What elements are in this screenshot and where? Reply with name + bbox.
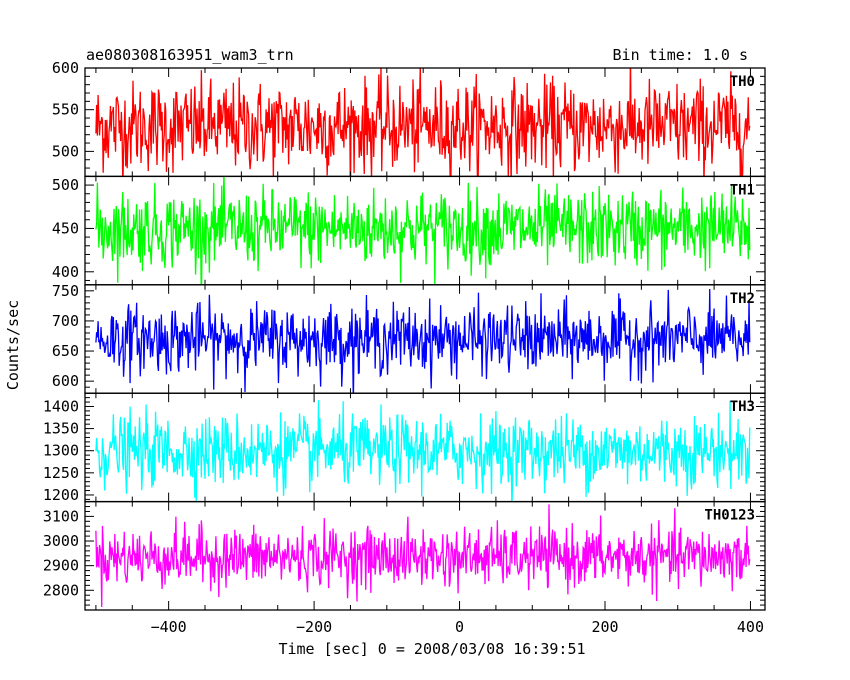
x-tick-label: 0 (455, 618, 464, 636)
y-tick-label: 2800 (43, 581, 79, 599)
y-tick-label: 1350 (43, 420, 79, 438)
y-tick-label: 400 (52, 263, 79, 281)
panel-label-th0123: TH0123 (704, 508, 755, 524)
x-tick-label: 200 (591, 618, 618, 636)
panel-th0: 500 550 600 TH0 (52, 59, 766, 178)
y-tick-label: 600 (52, 59, 79, 77)
panel-label-th3: TH3 (730, 399, 755, 415)
y-tick-label: 1400 (43, 397, 79, 415)
y-tick-label: 550 (52, 101, 79, 119)
series-line-th2 (95, 288, 751, 394)
y-tick-label: 2900 (43, 557, 79, 575)
series-line-th0 (95, 68, 751, 177)
x-tick-label: −200 (296, 618, 332, 636)
panels-group: 500 550 600 TH0 400 450 500 TH1 600 650 700 750 TH2 1… (43, 59, 766, 636)
y-tick-label: 1250 (43, 464, 79, 482)
series-line-th3 (95, 400, 751, 502)
series-line-th0123 (95, 504, 751, 608)
y-tick-label: 750 (52, 282, 79, 300)
y-tick-label: 500 (52, 142, 79, 160)
x-tick-label: 400 (737, 618, 764, 636)
panel-label-th2: TH2 (730, 291, 755, 307)
series-line-th1 (95, 176, 751, 285)
y-axis-label: Counts/sec (4, 300, 22, 390)
panel-label-th0: TH0 (730, 74, 755, 90)
plot-title: ae080308163951_wam3_trn (86, 46, 294, 64)
y-tick-label: 3100 (43, 507, 79, 525)
panel-label-th1: TH1 (730, 182, 755, 198)
y-tick-label: 700 (52, 312, 79, 330)
x-axis-label: Time [sec] 0 = 2008/03/08 16:39:51 (278, 640, 585, 658)
y-tick-label: 500 (52, 176, 79, 194)
panel-th3: 1200 1250 1300 1350 1400 TH3 (43, 392, 766, 504)
y-tick-label: 1200 (43, 486, 79, 504)
panel-th2: 600 650 700 750 TH2 (52, 282, 766, 394)
y-tick-label: 1300 (43, 442, 79, 460)
bin-time-label: Bin time: 1.0 s (613, 46, 748, 64)
y-tick-label: 3000 (43, 532, 79, 550)
y-tick-label: 650 (52, 342, 79, 360)
y-tick-label: 450 (52, 219, 79, 237)
x-tick-label: −400 (151, 618, 187, 636)
y-tick-label: 600 (52, 372, 79, 390)
panel-th0123: 2800 2900 3000 3100 TH0123 (43, 500, 766, 611)
panel-th1: 400 450 500 TH1 (52, 175, 766, 286)
